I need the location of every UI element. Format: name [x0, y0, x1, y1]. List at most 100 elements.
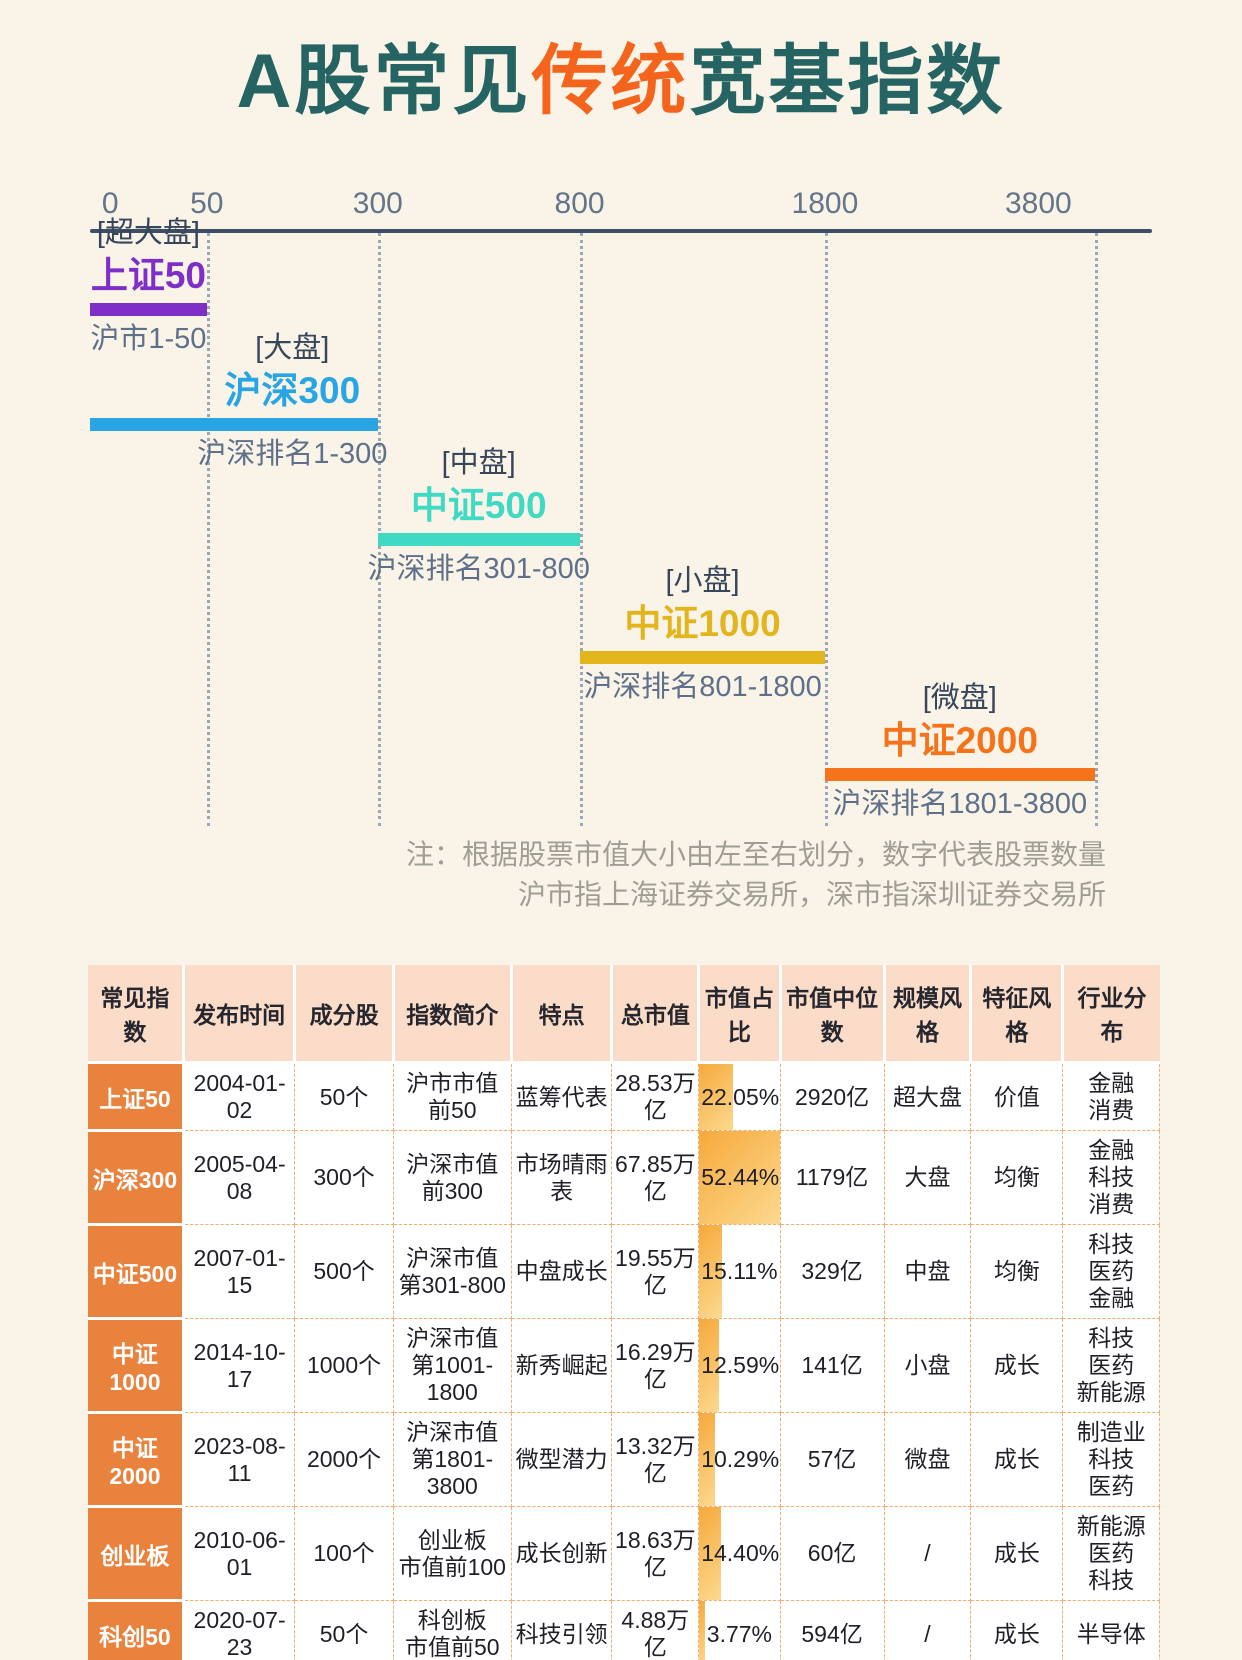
index-range-label: 沪深排名301-800 [367, 553, 590, 585]
cell-industries: 新能源 医药 科技 [1062, 1506, 1160, 1601]
index-block: [微盘] 中证2000 沪深排名1801-3800 [825, 680, 1095, 822]
cell-launch-date: 2005-04-08 [182, 1130, 296, 1225]
cell-mcap-median: 1179亿 [779, 1130, 885, 1225]
column-header: 发布时间 [181, 965, 297, 1064]
index-range-bar [90, 418, 378, 431]
cell-index-name: 中证2000 [88, 1411, 185, 1508]
mcap-share-value: 22.05% [701, 1083, 780, 1110]
table-row: 沪深300 2005-04-08 300个 沪深市值 前300 市场晴雨表 67.85万亿 5… [88, 1129, 1160, 1226]
column-header: 常见指数 [88, 965, 185, 1064]
cell-industries: 科技 医药 新能源 [1062, 1318, 1160, 1413]
cell-description: 沪深市值 前300 [392, 1130, 512, 1225]
index-range-label: 沪深排名1-300 [197, 438, 388, 470]
cell-mcap-share: 10.29% [698, 1412, 781, 1507]
mcap-share-bar [699, 1413, 715, 1506]
column-header: 规模风格 [882, 965, 973, 1064]
cell-feature: 新秀崛起 [510, 1318, 613, 1413]
index-category-label: [大盘] [255, 332, 330, 364]
cell-constituents: 50个 [294, 1600, 394, 1660]
index-range-label: 沪市1-50 [90, 323, 207, 355]
index-category-label: [中盘] [441, 447, 516, 479]
cell-total-mcap: 13.32万亿 [611, 1412, 700, 1507]
cell-char-style: 成长 [970, 1600, 1064, 1660]
bar-spacer [825, 764, 1095, 786]
axis-tick-label: 3800 [1004, 187, 1072, 220]
cell-mcap-share: 14.40% [698, 1506, 781, 1601]
cell-index-name: 中证1000 [88, 1317, 185, 1414]
chart-note-line1: 注：根据股票市值大小由左至右划分，数字代表股票数量 [405, 839, 1106, 870]
axis-gridline [824, 233, 828, 826]
axis-gridline [579, 233, 583, 826]
index-table: 常见指数 发布时间 成分股 指数简介 特点 总市值 市值占比 市值中位数 规模风格 特征风格 行业分… [88, 965, 1160, 1660]
title-part2: 宽基指数 [689, 39, 1006, 124]
cell-index-name: 上证50 [88, 1061, 185, 1132]
cell-total-mcap: 16.29万亿 [611, 1318, 700, 1413]
cell-feature: 成长创新 [510, 1506, 613, 1601]
cell-description: 科创板 市值前50 [392, 1600, 512, 1660]
axis-gridline [377, 233, 381, 826]
index-block: [中盘] 中证500 沪深排名301-800 [367, 445, 589, 587]
mcap-share-bar [699, 1131, 780, 1224]
cell-mcap-median: 60亿 [779, 1506, 885, 1601]
cell-index-name: 沪深300 [88, 1129, 185, 1226]
cell-feature: 中盘成长 [510, 1224, 613, 1319]
index-block: [小盘] 中证1000 沪深排名801-1800 [580, 563, 826, 705]
cell-total-mcap: 18.63万亿 [611, 1506, 700, 1601]
cell-mcap-median: 594亿 [779, 1600, 885, 1660]
cell-mcap-share: 22.05% [698, 1062, 781, 1131]
mcap-share-value: 14.40% [701, 1540, 780, 1566]
column-header: 特点 [509, 965, 614, 1064]
table-header-row: 常见指数 发布时间 成分股 指数简介 特点 总市值 市值占比 市值中位数 规模风格 特征风格 行业分… [88, 965, 1160, 1064]
table-row: 创业板 2010-06-01 100个 创业板 市值前100 成长创新 18.63万亿 14.… [88, 1505, 1160, 1602]
bar-spacer [207, 414, 378, 436]
page-title: A股常见传统宽基指数 [0, 34, 1242, 129]
index-range-label: 沪深排名801-1800 [583, 671, 822, 703]
cell-description: 沪深市值 第1001-1800 [392, 1318, 512, 1413]
axis-tick-label: 0 [101, 187, 119, 220]
title-part1: A股常见 [236, 39, 532, 124]
cell-total-mcap: 28.53万亿 [611, 1062, 700, 1131]
index-range-bar [579, 651, 826, 664]
cell-char-style: 成长 [970, 1318, 1064, 1413]
cell-description: 沪深市值 第301-800 [392, 1224, 512, 1319]
cell-char-style: 均衡 [970, 1130, 1064, 1225]
index-name: 中证2000 [881, 720, 1038, 761]
axis-gridline [206, 233, 210, 826]
cell-industries: 科技 医药 金融 [1062, 1224, 1160, 1319]
table-row: 上证50 2004-01-02 50个 沪市市值 前50 蓝筹代表 28.53万亿 22.05… [88, 1061, 1160, 1132]
cell-total-mcap: 19.55万亿 [611, 1224, 700, 1319]
cell-launch-date: 2023-08-11 [182, 1412, 296, 1507]
mcap-share-bar [699, 1507, 722, 1600]
table-row: 中证500 2007-01-15 500个 沪深市值 第301-800 中盘成长 19.55… [88, 1223, 1160, 1320]
column-header: 特征风格 [969, 965, 1065, 1064]
cell-constituents: 300个 [294, 1130, 394, 1225]
axis-tick-label: 1800 [791, 187, 859, 220]
axis-tick-label: 800 [554, 187, 605, 220]
cell-mcap-share: 12.59% [698, 1318, 781, 1413]
cell-industries: 金融 科技 消费 [1062, 1130, 1160, 1225]
index-name: 上证50 [90, 255, 206, 296]
cell-launch-date: 2020-07-23 [182, 1600, 296, 1660]
cell-launch-date: 2010-06-01 [182, 1506, 296, 1601]
cell-size-style: 微盘 [883, 1412, 972, 1507]
bar-spacer [580, 647, 826, 669]
cell-mcap-share: 52.44% [698, 1130, 781, 1225]
index-name: 沪深300 [224, 370, 361, 411]
index-category-label: [微盘] [922, 682, 997, 714]
index-range-bar [824, 768, 1095, 781]
cell-mcap-median: 2920亿 [779, 1062, 885, 1131]
mcap-share-value: 15.11% [701, 1258, 778, 1284]
cell-constituents: 500个 [294, 1224, 394, 1319]
index-name: 中证1000 [624, 603, 781, 644]
cell-constituents: 2000个 [294, 1412, 394, 1507]
cell-constituents: 100个 [294, 1506, 394, 1601]
cell-constituents: 1000个 [294, 1318, 394, 1413]
mcap-share-value: 52.44% [701, 1164, 780, 1190]
table-row: 中证2000 2023-08-11 2000个 沪深市值 第1801-3800 微型潜力 1… [88, 1411, 1160, 1508]
column-header: 成分股 [293, 965, 395, 1064]
cell-index-name: 中证500 [88, 1223, 185, 1320]
axis-gridline [1094, 233, 1098, 826]
cell-mcap-median: 329亿 [779, 1224, 885, 1319]
index-range-label: 沪深排名1801-3800 [832, 788, 1088, 820]
cell-feature: 科技引领 [510, 1600, 613, 1660]
